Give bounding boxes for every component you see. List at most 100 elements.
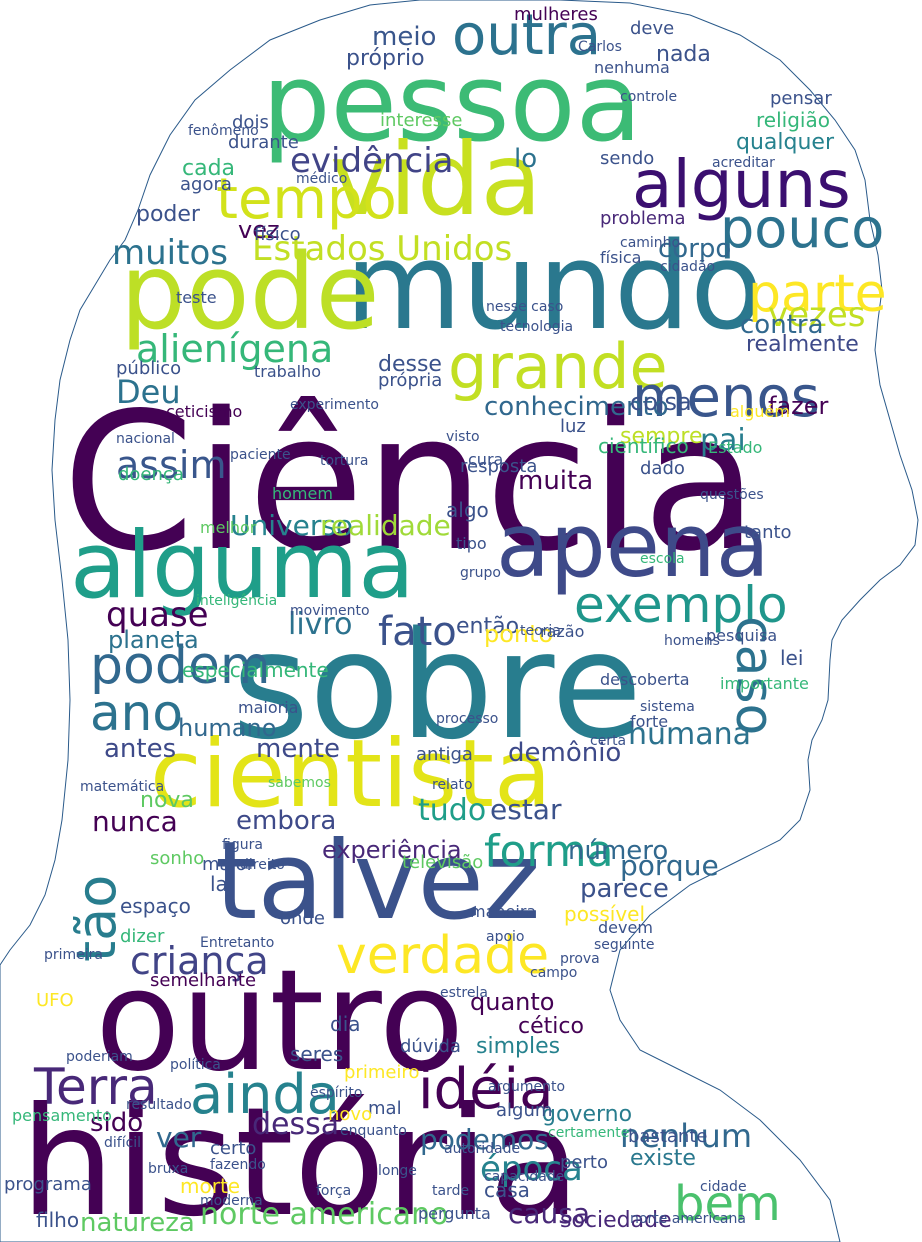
word-religiao: religião	[756, 108, 830, 132]
word-sendo: sendo	[600, 148, 655, 169]
word-escola: escola	[640, 551, 685, 567]
word-agora: agora	[180, 174, 232, 195]
word-cidadao: cidadão	[660, 259, 716, 275]
word-paciente: paciente	[230, 447, 291, 463]
word-cientista: cientista	[150, 720, 552, 829]
word-porque: porque	[620, 849, 719, 882]
word-forma: forma	[484, 826, 614, 877]
word-certo: certo	[210, 1138, 257, 1159]
word-parece: parece	[580, 874, 669, 904]
word-razao: razão	[540, 622, 585, 641]
word-tanto: tanto	[744, 522, 792, 543]
word-primeiro: primeiro	[344, 1062, 420, 1083]
word-seres: seres	[290, 1042, 344, 1066]
word-cidade: cidade	[700, 1179, 747, 1195]
word-ideia: idéia	[418, 1057, 554, 1122]
word-grande: grande	[448, 330, 668, 403]
word-algum: algum	[496, 1100, 553, 1121]
word-bastante: bastante	[628, 1126, 708, 1147]
word-coisa: coisa	[630, 388, 692, 416]
word-dessa: dessa	[252, 1107, 340, 1142]
word-poderiam: poderiam	[66, 1049, 133, 1065]
word-vezes: vezes	[768, 295, 866, 335]
word-poder: poder	[136, 202, 200, 227]
word-cada: cada	[182, 156, 236, 181]
word-antes: antes	[104, 734, 177, 764]
word-certamente: certamente	[548, 1125, 630, 1141]
word-movimento: movimento	[290, 603, 370, 619]
word-especialmente: especialmente	[182, 658, 329, 682]
word-nacional: nacional	[116, 431, 175, 447]
word-teoria: teoria	[520, 623, 561, 639]
word-natureza: natureza	[80, 1208, 195, 1238]
word-caminho: caminho	[620, 235, 681, 251]
word-fisica: física	[600, 248, 642, 267]
word-ano: ano	[90, 684, 183, 742]
word-apoio: apoio	[486, 929, 525, 945]
word-interesse: interesse	[380, 110, 463, 131]
word-luz: luz	[560, 416, 586, 437]
word-pai: pai	[700, 423, 746, 458]
word-fazer: fazer	[768, 392, 829, 420]
word-podemos: podemos	[420, 1123, 549, 1156]
word-pessoa: pessoa	[262, 41, 642, 166]
word-matematica: matemática	[80, 779, 165, 795]
word-programa: programa	[4, 1174, 92, 1195]
word-deu: Deu	[116, 373, 181, 411]
word-primeira: primeira	[44, 947, 104, 963]
word-universo: Universo	[230, 509, 354, 542]
word-televisao: televisão	[402, 852, 484, 873]
word-livro: livro	[288, 607, 353, 642]
word-quanto: quanto	[470, 988, 555, 1016]
word-tipo: tipo	[456, 534, 487, 553]
word-humana: humana	[628, 717, 752, 752]
word-ver: ver	[156, 1121, 202, 1154]
word-mulheres: mulheres	[514, 4, 598, 25]
word-importante: importante	[720, 674, 809, 693]
word-entretanto: Entretanto	[200, 935, 275, 951]
word-relato: relato	[432, 777, 473, 793]
word-casa: casa	[484, 1178, 530, 1202]
word-filho: filho	[36, 1208, 80, 1232]
word-tortura: tortura	[320, 453, 369, 469]
word-ufo: UFO	[36, 990, 74, 1011]
word-autoridade: autoridade	[444, 1141, 521, 1157]
word-cura: cura	[468, 450, 504, 469]
word-norte-americana: norte americana	[630, 1211, 746, 1227]
word-pergunta: pergunta	[418, 1204, 491, 1223]
word-epoca: época	[480, 1149, 583, 1189]
word-apena: apena	[496, 494, 770, 597]
word-tudo: tudo	[418, 793, 487, 828]
word-espirito: espírito	[310, 1085, 363, 1101]
word-doenca: doença	[118, 464, 184, 485]
word-verdade: verdade	[336, 926, 550, 986]
word-homem: homem	[272, 484, 333, 503]
word-podem: podem	[90, 636, 271, 696]
word-lei: lei	[780, 646, 804, 670]
word-problema: problema	[600, 208, 686, 229]
word-historia: história	[20, 1076, 581, 1242]
word-vez: vez	[238, 216, 280, 244]
word-carlos: Carlos	[578, 39, 622, 55]
word-humano: humano	[178, 714, 277, 742]
word-sonho: sonho	[150, 848, 205, 869]
word-realmente: realmente	[746, 332, 859, 357]
word-forca: força	[316, 1183, 352, 1199]
word-antiga: antiga	[416, 744, 473, 765]
word-crianca: criança	[130, 939, 269, 983]
word-pesquisa: pesquisa	[706, 626, 778, 645]
word-menos: menos	[632, 365, 820, 430]
word-outra: outra	[452, 3, 602, 68]
word-cetico: cético	[518, 1014, 584, 1039]
word-pensamento: pensamento	[12, 1106, 112, 1125]
word-talvez: talvez	[215, 819, 541, 944]
word-existe: existe	[630, 1146, 696, 1171]
word-estados-unidos: Estados Unidos	[252, 229, 513, 269]
word-qualquer: qualquer	[736, 130, 834, 155]
word-terra: Terra	[34, 1058, 158, 1116]
word-alienigena: alienígena	[136, 327, 334, 371]
word-dificil: difícil	[104, 1135, 142, 1151]
word-moderna: moderna	[200, 1193, 263, 1209]
